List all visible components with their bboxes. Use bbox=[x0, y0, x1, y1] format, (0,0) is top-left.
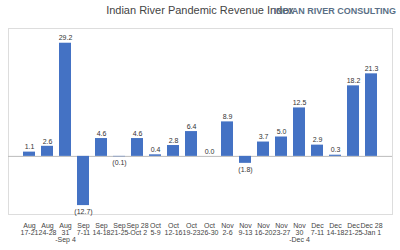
svg-text:Nov23-27: Nov23-27 bbox=[273, 222, 291, 236]
svg-text:Nov2-6: Nov2-6 bbox=[221, 222, 234, 236]
svg-text:2.8: 2.8 bbox=[169, 137, 179, 144]
svg-text:29.2: 29.2 bbox=[59, 34, 73, 41]
html-text:Indian River Pandemic Revenue: Indian River Pandemic Revenue Index bbox=[106, 4, 294, 16]
svg-text:Dec 28-Jan 1: Dec 28-Jan 1 bbox=[360, 222, 382, 236]
svg-text:Dec7-11: Dec7-11 bbox=[311, 222, 325, 236]
svg-text:Dec14-18: Dec14-18 bbox=[327, 222, 345, 236]
svg-text:(1.8): (1.8) bbox=[238, 166, 252, 174]
svg-text:12.5: 12.5 bbox=[293, 99, 307, 106]
svg-text:6.4: 6.4 bbox=[187, 123, 197, 130]
svg-text:Nov16-20: Nov16-20 bbox=[255, 222, 273, 236]
svg-text:Oct12-16: Oct12-16 bbox=[165, 222, 183, 236]
svg-text:Sep7-11: Sep7-11 bbox=[77, 222, 91, 236]
html-text:21-25: 21-25 bbox=[344, 229, 363, 237]
svg-text:Oct5-9: Oct5-9 bbox=[150, 222, 161, 236]
svg-text:8.9: 8.9 bbox=[223, 113, 233, 120]
svg-text:Nov9-13: Nov9-13 bbox=[238, 222, 252, 236]
svg-text:Aug17-21: Aug17-21 bbox=[21, 222, 39, 236]
svg-text:0.0: 0.0 bbox=[205, 148, 215, 155]
svg-text:Aug24-28: Aug24-28 bbox=[39, 222, 57, 236]
html-text:Sep: Sep bbox=[113, 222, 126, 230]
svg-text:5.0: 5.0 bbox=[277, 128, 287, 135]
html-text:Dec: Dec bbox=[347, 222, 360, 230]
svg-text:3.7: 3.7 bbox=[259, 133, 269, 140]
svg-text:Oct26-30: Oct26-30 bbox=[201, 222, 219, 236]
svg-text:4.6: 4.6 bbox=[133, 130, 143, 137]
svg-text:21.3: 21.3 bbox=[365, 65, 379, 72]
svg-text:2.9: 2.9 bbox=[313, 136, 323, 143]
svg-text:Sep14-18: Sep14-18 bbox=[93, 222, 111, 236]
html-text:INDIAN RIVER CONSULTING: INDIAN RIVER CONSULTING bbox=[273, 6, 396, 16]
svg-text:Sep 28-Oct 2: Sep 28-Oct 2 bbox=[126, 222, 148, 236]
svg-text:0.3: 0.3 bbox=[331, 146, 341, 153]
svg-text:0.4: 0.4 bbox=[151, 146, 161, 153]
svg-text:1.1: 1.1 bbox=[25, 143, 35, 150]
svg-text:Nov30-Dec 4: Nov30-Dec 4 bbox=[289, 222, 310, 243]
svg-text:Aug31-Sep 4: Aug31-Sep 4 bbox=[55, 222, 76, 244]
html-text:21-25: 21-25 bbox=[110, 229, 129, 237]
svg-text:(0.1): (0.1) bbox=[112, 159, 126, 167]
svg-text:2.6: 2.6 bbox=[43, 138, 53, 145]
svg-text:4.6: 4.6 bbox=[97, 130, 107, 137]
svg-text:18.2: 18.2 bbox=[347, 77, 361, 84]
svg-text:Oct19-23: Oct19-23 bbox=[183, 222, 201, 236]
svg-text:(12.7): (12.7) bbox=[74, 208, 92, 216]
